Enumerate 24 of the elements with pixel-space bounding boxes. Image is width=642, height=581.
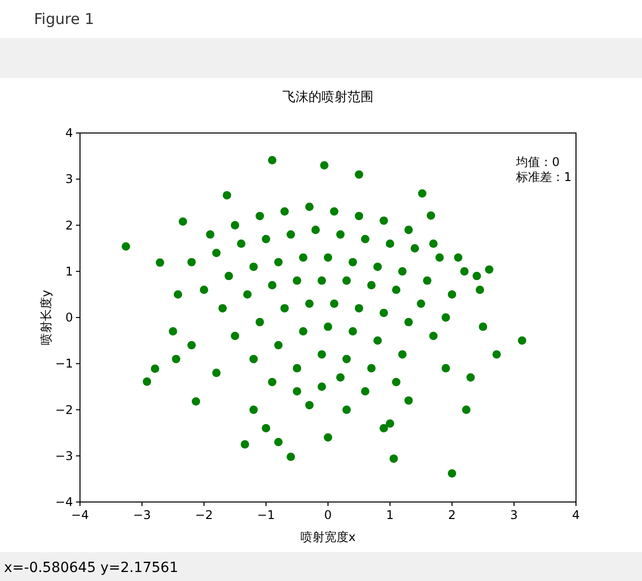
x-tick-label: 2 (448, 508, 456, 522)
y-tick-label: −2 (55, 402, 73, 417)
y-tick-label: 4 (65, 126, 73, 140)
x-tick-label: −3 (133, 508, 151, 522)
y-tick-label: 2 (65, 218, 73, 232)
y-tick-label: 3 (65, 172, 73, 186)
x-tick-label: −2 (195, 508, 213, 522)
text: x=-0.580645 y=2.17561 (4, 560, 178, 576)
y-tick-label: 1 (65, 264, 73, 278)
x-tick-label: 4 (572, 508, 580, 522)
annotation: 标准差：1 (515, 170, 572, 184)
y-tick-label: −1 (55, 356, 73, 371)
y-tick-label: −3 (55, 448, 73, 463)
x-tick-label: 0 (324, 508, 332, 522)
x-tick-label: 3 (510, 508, 518, 522)
y-tick-label: −4 (55, 495, 73, 509)
caption: Figure 1 (34, 10, 94, 28)
x-tick-label: −1 (257, 508, 275, 522)
y-tick-label: 0 (65, 310, 73, 324)
x-axis-title: 喷射宽度x (300, 530, 356, 544)
y-axis-title: 喷射长度y (39, 290, 53, 346)
annotation: 均值：0 (515, 155, 560, 169)
x-tick-label: 1 (386, 508, 394, 522)
chart-title: 飞沫的喷射范围 (282, 90, 374, 105)
